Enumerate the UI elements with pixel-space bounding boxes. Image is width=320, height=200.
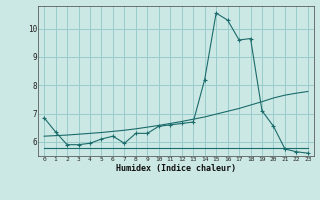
X-axis label: Humidex (Indice chaleur): Humidex (Indice chaleur) [116, 164, 236, 173]
